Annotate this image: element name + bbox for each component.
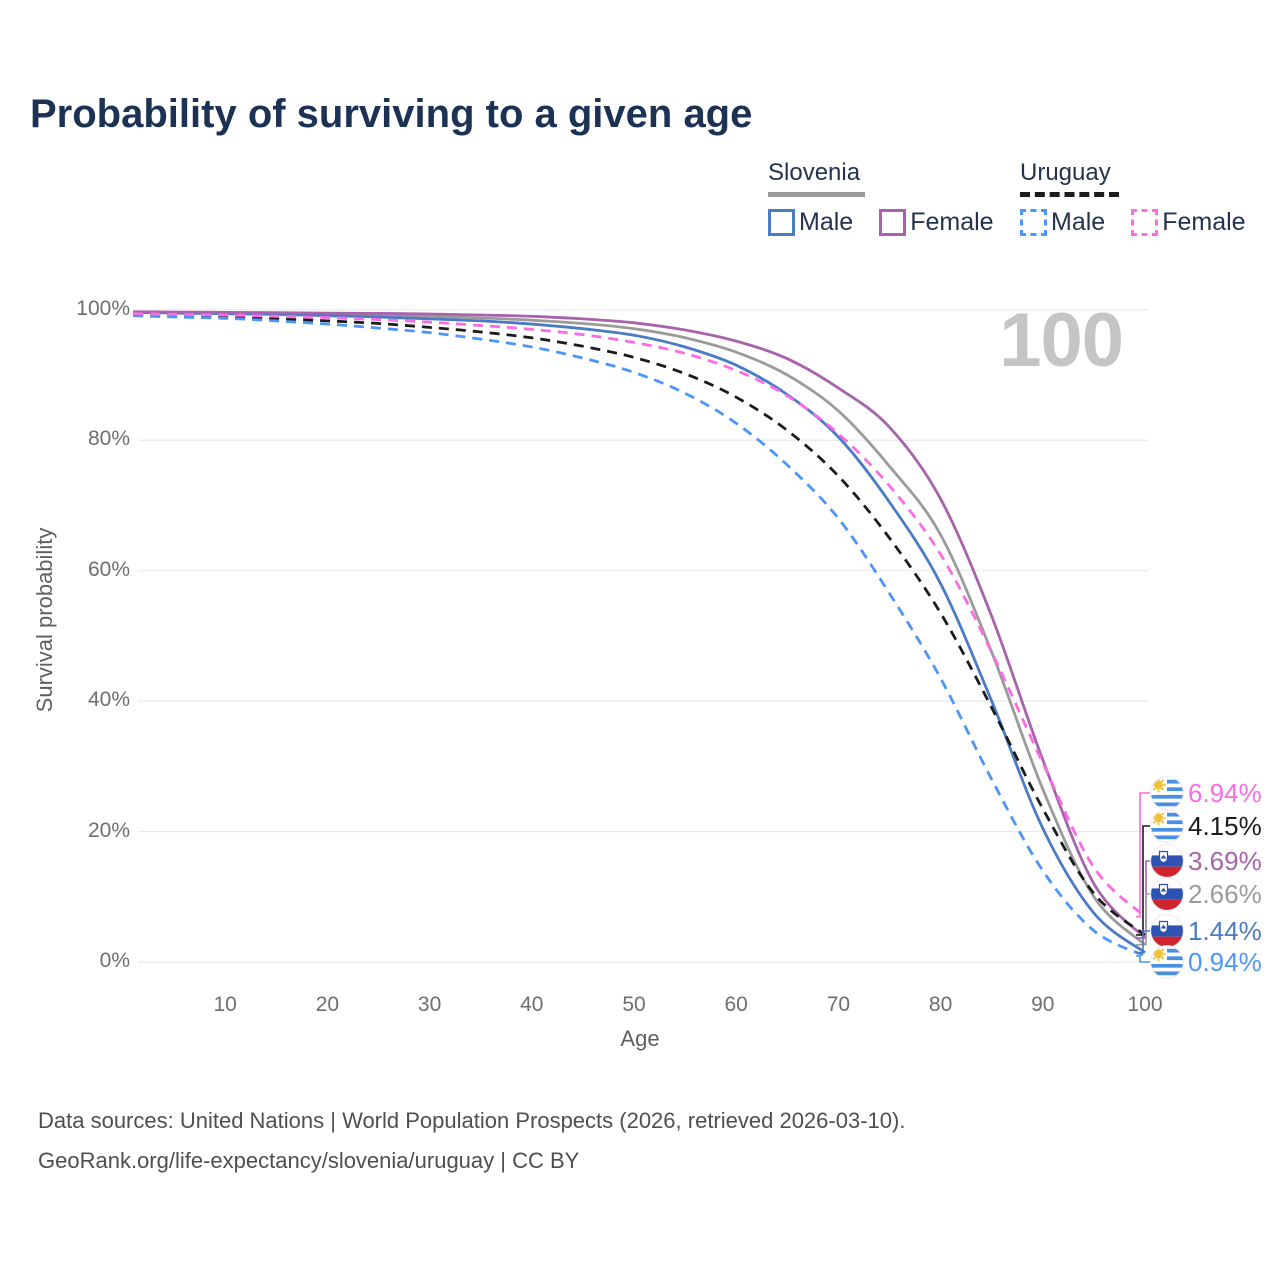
- x-tick-label: 20: [315, 993, 340, 1016]
- slovenia-male-swatch-icon: [768, 209, 795, 237]
- legend-item-label: Female: [1162, 208, 1246, 237]
- legend-item-label: Female: [910, 208, 994, 237]
- chart-title: Probability of surviving to a given age: [30, 92, 753, 136]
- y-tick-label: 40%: [87, 688, 130, 712]
- end-label-value: 2.66%: [1188, 878, 1262, 909]
- end-label-row-slovenia-male: 1.44%: [1150, 914, 1262, 948]
- legend-item-label: Male: [799, 208, 854, 237]
- x-tick-label: 40: [520, 993, 544, 1016]
- end-label-row-uruguay-both-sexes: 4.15%: [1150, 809, 1262, 843]
- legend-group-label: Slovenia: [768, 159, 861, 186]
- slovenia-flag-icon: [1150, 877, 1184, 911]
- x-tick-label: 100: [1127, 993, 1163, 1016]
- y-axis-title: Survival probability: [32, 527, 57, 713]
- legend-item-slovenia-male[interactable]: Male: [768, 208, 853, 237]
- y-tick-label: 60%: [87, 557, 130, 581]
- end-label-value: 0.94%: [1188, 946, 1262, 977]
- slovenia-flag-icon: [1150, 844, 1184, 878]
- end-label-connector: [1136, 792, 1150, 918]
- x-tick-label: 60: [724, 993, 748, 1016]
- x-axis-title: Age: [620, 1026, 660, 1051]
- end-label-row-slovenia-female: 3.69%: [1150, 844, 1262, 878]
- curve-uruguay-all[interactable]: [133, 313, 1146, 937]
- slovenia-line-style-swatch: [768, 192, 865, 198]
- y-tick-label: 80%: [87, 427, 130, 451]
- uruguay-flag-icon: [1150, 776, 1184, 810]
- x-tick-label: 30: [417, 993, 442, 1016]
- end-label-value: 1.44%: [1188, 915, 1262, 946]
- uruguay-flag-icon: [1150, 945, 1184, 979]
- legend-group-slovenia: Slovenia Male Female: [768, 159, 1020, 237]
- legend-item-label: Male: [1051, 208, 1106, 237]
- x-tick-label: 80: [928, 993, 953, 1016]
- end-label-row-slovenia-both-sexes: 2.66%: [1150, 877, 1262, 911]
- legend-group-uruguay: Uruguay Male Female: [1020, 159, 1272, 237]
- uruguay-male-swatch-icon: [1020, 209, 1047, 237]
- end-label-value: 3.69%: [1188, 845, 1262, 876]
- x-tick-label: 90: [1031, 993, 1055, 1016]
- end-label-value: 6.94%: [1188, 777, 1262, 808]
- end-label-connector: [1136, 955, 1150, 963]
- end-label-value: 4.15%: [1188, 810, 1262, 841]
- legend-item-uruguay-male[interactable]: Male: [1020, 208, 1105, 237]
- data-sources-text: Data sources: United Nations | World Pop…: [38, 1108, 906, 1133]
- y-tick-label: 20%: [87, 818, 130, 842]
- curve-slovenia-all[interactable]: [133, 311, 1146, 946]
- uruguay-female-swatch-icon: [1131, 209, 1159, 237]
- curve-uruguay-female[interactable]: [133, 312, 1146, 918]
- x-tick-label: 50: [622, 993, 646, 1016]
- y-tick-label: 100%: [76, 296, 130, 320]
- slovenia-flag-icon: [1150, 914, 1184, 948]
- legend-group-label: Uruguay: [1020, 159, 1111, 186]
- slovenia-female-swatch-icon: [879, 209, 907, 237]
- end-label-connector: [1136, 825, 1150, 936]
- legend-item-uruguay-female[interactable]: Female: [1131, 208, 1246, 237]
- x-tick-label: 70: [826, 993, 851, 1016]
- end-label-row-uruguay-female: 6.94%: [1150, 776, 1262, 810]
- age-watermark: 100: [999, 298, 1124, 383]
- curve-slovenia-female[interactable]: [133, 310, 1147, 939]
- end-label-connector: [1136, 930, 1150, 954]
- x-tick-label: 10: [213, 993, 237, 1016]
- y-tick-label: 0%: [99, 949, 130, 972]
- end-label-row-uruguay-male: 0.94%: [1150, 945, 1262, 979]
- end-label-connector: [1136, 893, 1150, 946]
- attribution-text: GeoRank.org/life-expectancy/slovenia/uru…: [38, 1148, 580, 1173]
- uruguay-flag-icon: [1150, 809, 1184, 843]
- curve-uruguay-male[interactable]: [133, 314, 1146, 958]
- curve-slovenia-male[interactable]: [133, 311, 1146, 954]
- uruguay-line-style-swatch: [1020, 192, 1119, 198]
- legend-item-slovenia-female[interactable]: Female: [879, 208, 994, 237]
